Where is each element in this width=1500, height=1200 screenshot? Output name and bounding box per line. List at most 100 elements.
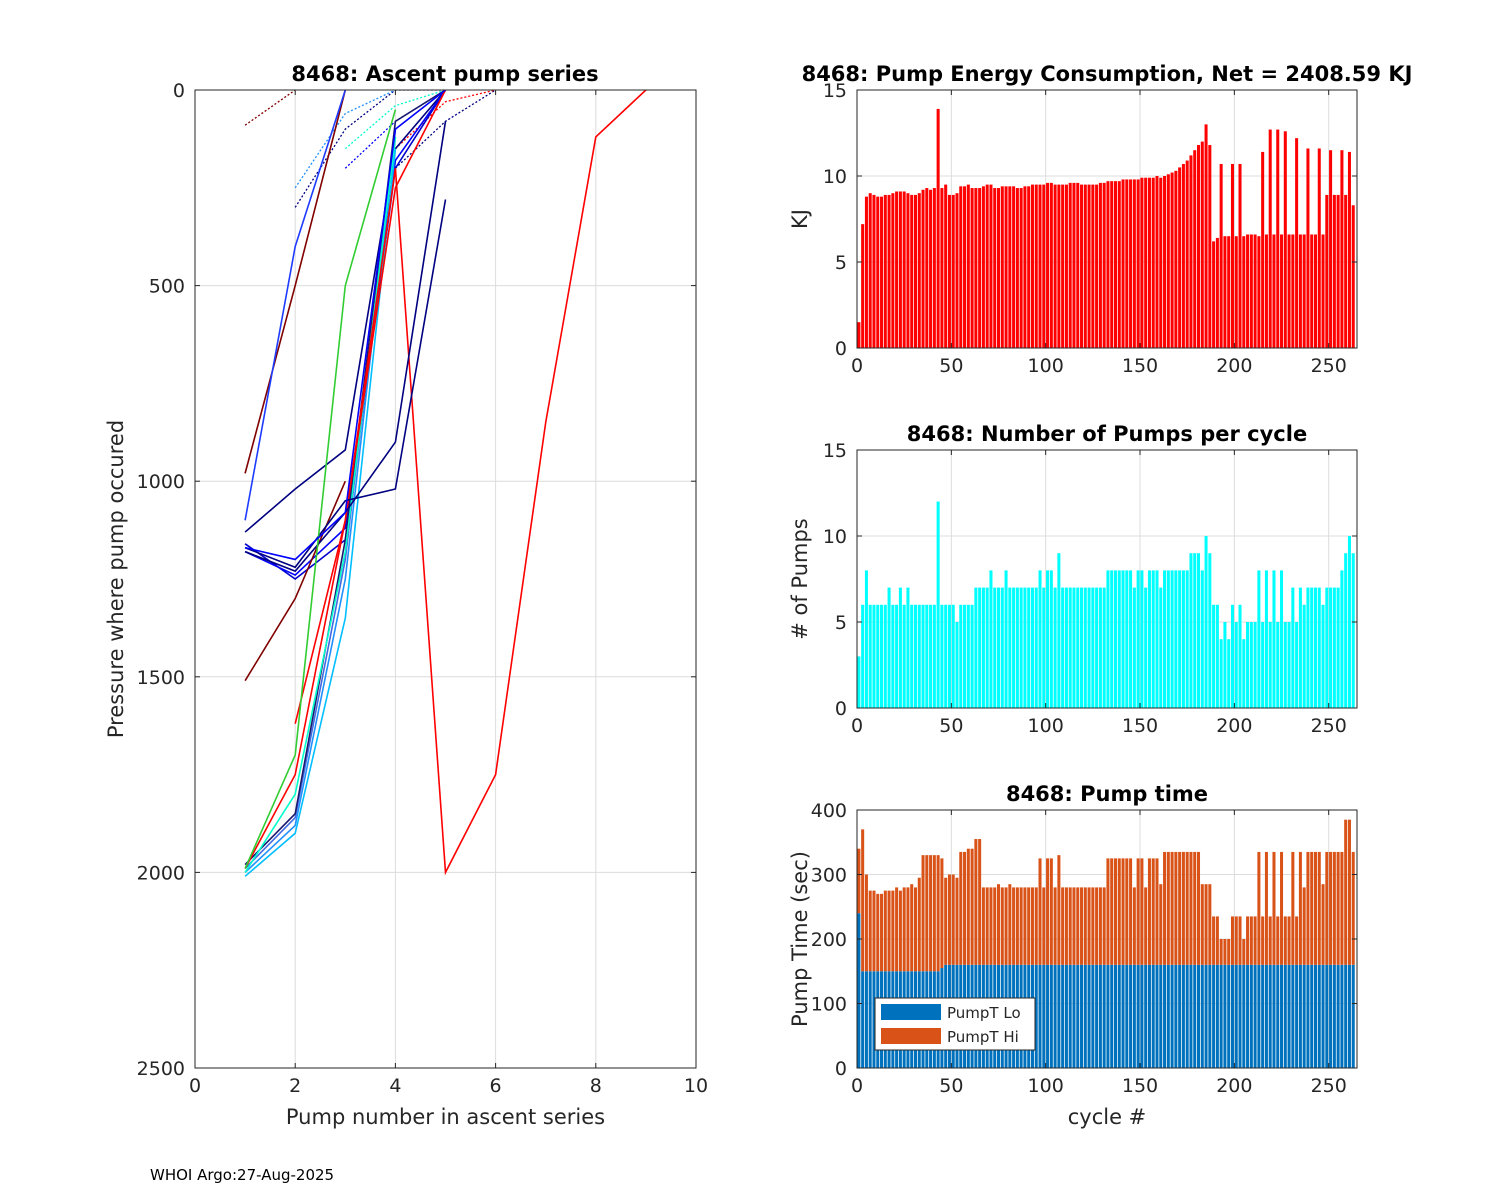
bar-pumpt-lo — [1132, 964, 1136, 1068]
bar-pumpt-lo — [1298, 964, 1302, 1068]
x-tick-label: 200 — [1216, 1075, 1252, 1097]
bar — [1091, 587, 1095, 708]
bar — [887, 587, 891, 708]
y-axis-label: KJ — [788, 209, 812, 229]
series-line — [244, 480, 347, 682]
bar — [1132, 587, 1136, 708]
bar-pumpt-hi — [1125, 858, 1129, 965]
bar — [1091, 184, 1095, 348]
y-axis-label: Pressure where pump occured — [104, 420, 128, 738]
bar-pumpt-hi — [1076, 887, 1080, 965]
bar-pumpt-hi — [985, 887, 989, 965]
bar — [1098, 182, 1102, 348]
bar-pumpt-lo — [1306, 964, 1310, 1068]
bar-pumpt-hi — [917, 877, 921, 972]
bar — [1030, 587, 1034, 708]
bar — [857, 322, 861, 348]
bar-pumpt-lo — [1117, 964, 1121, 1068]
bar — [1113, 570, 1117, 708]
bar-pumpt-hi — [1098, 887, 1102, 965]
bar — [857, 656, 861, 708]
bar — [1151, 570, 1155, 708]
x-tick-label: 150 — [1122, 1075, 1158, 1097]
y-tick-label: 1500 — [137, 667, 185, 689]
bar-pumpt-hi — [1015, 887, 1019, 965]
bar — [951, 604, 955, 708]
bar — [1287, 234, 1291, 348]
x-tick-label: 10 — [684, 1075, 708, 1097]
bar-pumpt-hi — [1166, 851, 1170, 965]
bar — [868, 604, 872, 708]
bar-pumpt-hi — [1283, 916, 1287, 965]
y-tick-label: 15 — [823, 80, 847, 102]
bar — [898, 587, 902, 708]
bar-pumpt-hi — [1219, 939, 1223, 965]
bar — [1321, 234, 1325, 348]
bar — [1193, 150, 1197, 348]
bar — [1291, 234, 1295, 348]
bar — [1038, 570, 1042, 708]
bar — [970, 188, 974, 348]
bar — [981, 587, 985, 708]
x-axis-label: cycle # — [1068, 1105, 1147, 1129]
x-tick-label: 150 — [1122, 355, 1158, 377]
x-tick-label: 8 — [590, 1075, 602, 1097]
bar-pumpt-lo — [1159, 964, 1163, 1068]
bar-pumpt-lo — [861, 971, 865, 1068]
bar — [906, 587, 910, 708]
bar-pumpt-lo — [1061, 964, 1065, 1068]
bar — [1155, 176, 1159, 348]
bar-pumpt-lo — [1064, 964, 1068, 1068]
bar-pumpt-hi — [1298, 851, 1302, 965]
x-tick-label: 100 — [1028, 355, 1064, 377]
bar-pumpt-hi — [1136, 858, 1140, 965]
bar — [1102, 587, 1106, 708]
bar-pumpt-hi — [1057, 855, 1061, 965]
bar — [1106, 570, 1110, 708]
bar — [1170, 570, 1174, 708]
bar-pumpt-hi — [1095, 887, 1099, 965]
bar-pumpt-hi — [1178, 851, 1182, 965]
surface-series-line — [294, 90, 446, 208]
bar — [1178, 570, 1182, 708]
bar — [1019, 587, 1023, 708]
bar — [1197, 145, 1201, 348]
footer-text: WHOI Argo:27-Aug-2025 — [150, 1166, 335, 1184]
bar — [1132, 179, 1136, 348]
bar-pumpt-hi — [1144, 887, 1148, 965]
bar — [1125, 179, 1129, 348]
bar — [1283, 131, 1287, 348]
bar — [1057, 184, 1061, 348]
bar-pumpt-hi — [1049, 858, 1053, 965]
x-tick-label: 0 — [851, 355, 863, 377]
bar — [1125, 570, 1129, 708]
bar — [880, 196, 884, 348]
bar-pumpt-hi — [1170, 851, 1174, 965]
bar-pumpt-lo — [1223, 964, 1227, 1068]
y-tick-label: 2500 — [137, 1058, 185, 1080]
bar-pumpt-lo — [1166, 964, 1170, 1068]
bar — [1227, 236, 1231, 348]
bar — [1087, 184, 1091, 348]
series-line — [244, 109, 397, 869]
y-tick-label: 300 — [811, 865, 847, 887]
bar — [1110, 570, 1114, 708]
bar-pumpt-hi — [1313, 851, 1317, 965]
axes-frame — [194, 89, 697, 1069]
bar-pumpt-hi — [1230, 916, 1234, 965]
y-tick-label: 5 — [835, 612, 847, 634]
bar-pumpt-hi — [929, 855, 933, 972]
bar-pumpt-lo — [857, 913, 861, 1068]
bar — [963, 604, 967, 708]
bar — [1208, 553, 1212, 708]
bar — [1042, 184, 1046, 348]
bar-pumpt-hi — [1329, 851, 1333, 965]
bar — [1306, 587, 1310, 708]
bar — [1351, 553, 1355, 708]
bar-pumpt-lo — [1249, 964, 1253, 1068]
bar-pumpt-hi — [1185, 851, 1189, 965]
bar — [993, 188, 997, 348]
bar — [1095, 184, 1099, 348]
x-tick-label: 2 — [289, 1075, 301, 1097]
